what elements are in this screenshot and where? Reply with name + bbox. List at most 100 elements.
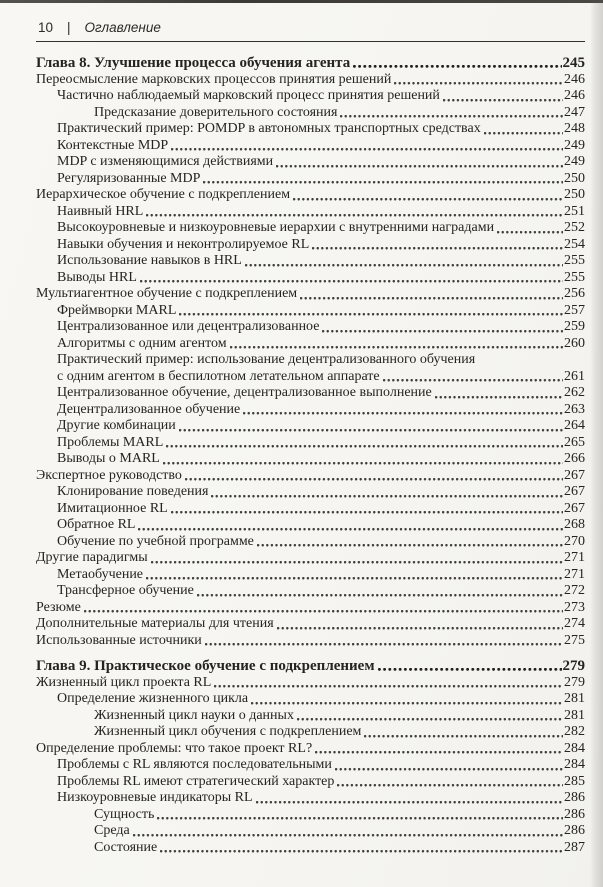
dotted-leader-icon bbox=[203, 170, 563, 187]
toc-entry-title: Клонирование поведения bbox=[57, 484, 209, 499]
toc-page-number: 255 bbox=[564, 253, 585, 268]
dotted-leader-icon bbox=[166, 434, 563, 451]
toc-page-number: 267 bbox=[564, 467, 585, 483]
toc-row: Резюме 273 bbox=[36, 599, 585, 616]
toc-page-number: 255 bbox=[564, 269, 585, 285]
toc-row: Предсказание доверительного состояния 24… bbox=[36, 104, 585, 121]
toc-row: Обратное RL 268 bbox=[36, 517, 585, 534]
toc-row: Алгоритмы с одним агентом 260 bbox=[36, 335, 585, 352]
dotted-leader-icon bbox=[337, 773, 563, 790]
toc-page-number: 264 bbox=[564, 418, 585, 433]
toc-row: MDP с изменяющимися действиями 249 bbox=[36, 154, 585, 171]
toc-entry-title: Децентрализованное обучение bbox=[57, 401, 241, 417]
dotted-leader-icon bbox=[211, 484, 563, 501]
toc-row: Практический пример: POMDP в автономных … bbox=[36, 121, 585, 138]
dotted-leader-icon bbox=[293, 187, 563, 204]
toc-row: с одним агентом в беспилотном летательно… bbox=[36, 368, 585, 385]
dotted-leader-icon bbox=[322, 319, 563, 336]
toc-page-number: 247 bbox=[564, 104, 585, 120]
toc-row: Среда 286 bbox=[36, 823, 585, 840]
header-page-number: 10 bbox=[38, 20, 54, 35]
dotted-leader-icon bbox=[214, 674, 563, 691]
dotted-leader-icon bbox=[353, 55, 562, 72]
toc-entry-title: Наивный HRL bbox=[57, 203, 144, 219]
toc-entry-title: Резюме bbox=[36, 599, 81, 615]
toc-row: Регуляризованные MDP 250 bbox=[36, 170, 585, 187]
toc-entry-title: Низкоуровневые индикаторы RL bbox=[57, 790, 253, 805]
toc-page-number: 263 bbox=[564, 401, 585, 417]
toc-page-number: 267 bbox=[564, 500, 585, 516]
toc-entry-title: Жизненный цикл обучения с подкреплением bbox=[94, 724, 362, 739]
toc-entry-title: Выводы HRL bbox=[57, 269, 137, 285]
dotted-leader-icon bbox=[377, 658, 562, 675]
toc-row: Низкоуровневые индикаторы RL 286 bbox=[36, 790, 585, 807]
toc-entry-title: Сущность bbox=[94, 806, 155, 822]
toc-row: Высокоуровневые и низкоуровневые иерархи… bbox=[36, 220, 585, 237]
toc-row: Другие комбинации 264 bbox=[36, 418, 585, 435]
toc-page-number: 250 bbox=[564, 187, 585, 202]
toc-entry-title: Практический пример: POMDP в автономных … bbox=[57, 121, 481, 136]
toc-row: Использованные источники 275 bbox=[36, 632, 585, 649]
toc-page-number: 246 bbox=[564, 88, 585, 103]
toc-row: Определение жизненного цикла 281 bbox=[36, 691, 585, 708]
page-right-edge bbox=[590, 0, 603, 887]
toc-entry-title: с одним агентом в беспилотном летательно… bbox=[57, 368, 380, 384]
header-title: Оглавление bbox=[84, 20, 161, 35]
dotted-leader-icon bbox=[251, 691, 563, 708]
toc-entry-title: Глава 8. Улучшение процесса обучения аге… bbox=[36, 55, 351, 71]
toc-page-number: 271 bbox=[564, 566, 585, 582]
toc-row: Мультиагентное обучение с подкреплением … bbox=[36, 286, 585, 303]
header-rule bbox=[36, 41, 585, 42]
toc-page-number: 286 bbox=[564, 823, 585, 838]
toc-row: Иерархическое обучение с подкреплением 2… bbox=[36, 187, 585, 204]
dotted-leader-icon bbox=[179, 302, 563, 319]
toc-page-number: 287 bbox=[564, 839, 585, 855]
dotted-leader-icon bbox=[364, 724, 563, 741]
toc-row: Глава 8. Улучшение процесса обучения аге… bbox=[36, 55, 585, 72]
toc-entry-title: Другие комбинации bbox=[57, 418, 176, 433]
toc-page-number: 261 bbox=[564, 368, 585, 384]
toc-entry-title: Обратное RL bbox=[57, 517, 136, 532]
toc-page-number: 249 bbox=[564, 154, 585, 169]
toc-page-number: 256 bbox=[564, 286, 585, 301]
toc-page-number: 286 bbox=[564, 790, 585, 805]
dotted-leader-icon bbox=[256, 533, 563, 550]
toc-row: Децентрализованное обучение 263 bbox=[36, 401, 585, 418]
toc-page-number: 245 bbox=[562, 55, 586, 71]
toc-page-number: 281 bbox=[564, 707, 585, 723]
toc-entry-title: Фреймворки MARL bbox=[57, 302, 177, 318]
toc-page-number: 279 bbox=[562, 658, 586, 674]
running-header: 10 | Оглавление bbox=[36, 20, 585, 35]
toc-row: Централизованное или децентрализованное … bbox=[36, 319, 585, 336]
toc-entry-title: Частично наблюдаемый марковский процесс … bbox=[57, 88, 440, 103]
toc-page-number: 250 bbox=[564, 170, 585, 186]
toc-page-number: 284 bbox=[564, 740, 585, 756]
toc-entry-title: Мультиагентное обучение с подкреплением bbox=[36, 286, 298, 301]
dotted-leader-icon bbox=[146, 203, 563, 220]
toc-entry-title: Состояние bbox=[94, 839, 158, 855]
dotted-leader-icon bbox=[160, 839, 563, 856]
toc-entry-title: Экспертное руководство bbox=[36, 467, 182, 483]
toc-entry-title: Выводы о MARL bbox=[57, 451, 160, 466]
dotted-leader-icon bbox=[315, 740, 563, 757]
toc-entry-title: Практический пример: использование децен… bbox=[57, 352, 476, 367]
toc-row: Метаобучение 271 bbox=[36, 566, 585, 583]
toc-entry-title: Высокоуровневые и низкоуровневые иерархи… bbox=[57, 220, 495, 235]
toc-entry-title: Имитационное RL bbox=[57, 500, 168, 516]
dotted-leader-icon bbox=[138, 517, 563, 534]
toc-page-number: 260 bbox=[564, 335, 585, 351]
dotted-leader-icon bbox=[157, 806, 563, 823]
toc-entry-title: Проблемы RL имеют стратегический характе… bbox=[57, 773, 335, 789]
dotted-leader-icon bbox=[132, 823, 563, 840]
toc-page-number: 271 bbox=[564, 550, 585, 565]
toc-page-number: 268 bbox=[564, 517, 585, 532]
toc-row: Трансферное обучение 272 bbox=[36, 583, 585, 600]
toc-entry-title: Использованные источники bbox=[36, 632, 202, 648]
toc-entry-title: Централизованное или децентрализованное bbox=[57, 319, 320, 334]
page-top-edge bbox=[0, 0, 603, 3]
dotted-leader-icon bbox=[170, 500, 563, 517]
toc-entry-title: Алгоритмы с одним агентом bbox=[57, 335, 227, 351]
toc-row: Имитационное RL 267 bbox=[36, 500, 585, 517]
toc-row: Централизованное обучение, децентрализов… bbox=[36, 385, 585, 402]
